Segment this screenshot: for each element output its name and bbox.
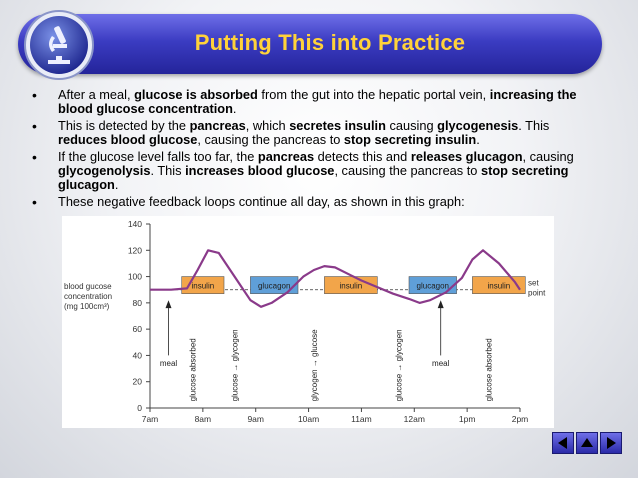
hormone-box (408, 276, 457, 294)
y-tick-label: 80 (133, 298, 143, 308)
bullet-text: This is detected by the (58, 117, 190, 133)
process-label: glycogen → glucose (310, 329, 319, 402)
bullet-text: from the gut into the hepatic portal vei… (257, 87, 490, 102)
y-axis-label: blood gucose (64, 282, 112, 291)
bullet-bold-text: secretes insulin (289, 117, 386, 133)
y-tick-label: 100 (128, 272, 142, 282)
bullet-text: . This (518, 117, 550, 133)
bullet-bold-text: releases glucagon (410, 148, 523, 164)
bullet-bold-text: glycogenolysis (58, 163, 151, 179)
bullet-text: After a meal, (58, 87, 135, 102)
bullet-bold-text: stop secreting insulin (343, 132, 477, 148)
process-label: glucose absorbed (484, 338, 493, 401)
glucose-graph: 0 20 40 60 80 100 120 140 7am 8am 9am 10am 11am 12am 1… (64, 219, 546, 424)
x-tick-label: 9am (247, 414, 264, 424)
hormone-box (250, 276, 299, 294)
y-tick-label: 120 (128, 245, 142, 255)
x-tick-label: 11am (351, 414, 372, 424)
bullet-dot-icon: • (32, 117, 37, 134)
bullet-dot-icon: • (32, 87, 37, 103)
process-label: glucose absorbed (188, 338, 197, 401)
hormone-box-label: glucagon (258, 281, 290, 290)
triangle-left-icon (558, 437, 567, 449)
set-point-label: point (528, 289, 546, 298)
bullet-item: • This is detected by the pancreas, which… (30, 117, 600, 148)
y-tick-label: 0 (137, 403, 142, 413)
hormone-box-label: insulin (192, 281, 215, 290)
bullet-bold-text: glycogenesis (437, 117, 519, 133)
bullet-item: • After a meal, glucose is absorbed from … (30, 87, 600, 117)
meal-label: meal (432, 359, 450, 368)
meal-label: meal (160, 359, 178, 368)
hormone-box (472, 276, 526, 294)
bullet-text: These negative feedback loops continue a… (58, 193, 465, 209)
hormone-box-label: glucagon (417, 281, 449, 290)
title-bar (18, 14, 602, 74)
x-tick-label: 7am (142, 414, 159, 424)
bullet-text: . (232, 101, 237, 117)
bullet-bold-text: increasing the blood glucose concentrati… (58, 87, 577, 117)
meal-arrowhead-icon (165, 300, 172, 309)
microscope-logo-icon (22, 8, 96, 82)
bullet-text: , causing the pancreas to (197, 132, 344, 148)
process-label: glucose → glycogen (231, 329, 240, 401)
bullet-text: , causing the pancreas to (334, 163, 481, 179)
home-button[interactable] (576, 432, 598, 454)
bullet-bold-text: reduces blood glucose (58, 132, 198, 148)
y-tick-label: 140 (128, 219, 142, 229)
bullet-bold-text: stop secreting glucagon (58, 163, 569, 193)
glucose-curve (150, 249, 521, 308)
x-tick-label: 1pm (459, 414, 476, 424)
bullet-text: causing (385, 117, 438, 133)
y-tick-label: 20 (133, 377, 143, 387)
x-tick-label: 2pm (512, 414, 529, 424)
meal-arrowhead-icon (437, 300, 444, 309)
bullet-bold-text: glucose is absorbed (134, 87, 258, 102)
bullet-text: . This (150, 163, 186, 179)
y-axis-label: concentration (64, 292, 112, 301)
x-tick-label: 12am (404, 414, 425, 424)
triangle-up-icon (581, 438, 593, 447)
x-tick-label: 8am (195, 414, 212, 424)
y-axis-label: (mg 100cm³) (64, 302, 110, 311)
bullet-bold-text: increases blood glucose (185, 163, 335, 179)
process-label: glucose → glycogen (394, 329, 403, 401)
bullet-text: . (476, 132, 480, 148)
bullet-item: • If the glucose level falls too far, the… (30, 148, 600, 193)
set-point-label: set (528, 279, 539, 288)
bullet-item: • These negative feedback loops continue … (30, 193, 600, 210)
triangle-right-icon (607, 437, 616, 449)
bullet-text: If the glucose level falls too far, the (58, 148, 258, 164)
hormone-box-label: insulin (488, 281, 511, 290)
forward-button[interactable] (600, 432, 622, 454)
y-tick-label: 40 (133, 350, 143, 360)
hormone-box-label: insulin (340, 281, 363, 290)
graph-panel: 0 20 40 60 80 100 120 140 7am 8am 9am 10am 11am 12am 1… (62, 216, 554, 428)
bullet-text: , causing (522, 148, 574, 164)
bullet-dot-icon: • (32, 148, 37, 165)
bullet-bold-text: pancreas (189, 117, 246, 133)
bullet-text: , which (245, 117, 290, 133)
slide-title: Putting This into Practice (194, 30, 466, 55)
x-tick-label: 10am (298, 414, 319, 424)
bullet-text: detects this and (314, 148, 411, 164)
y-tick-label: 60 (133, 324, 143, 334)
bullet-bold-text: pancreas (257, 148, 315, 164)
bullet-text: . (114, 177, 119, 193)
bullet-dot-icon: • (32, 193, 37, 210)
back-button[interactable] (552, 432, 574, 454)
bullet-list: • After a meal, glucose is absorbed from … (30, 87, 600, 211)
